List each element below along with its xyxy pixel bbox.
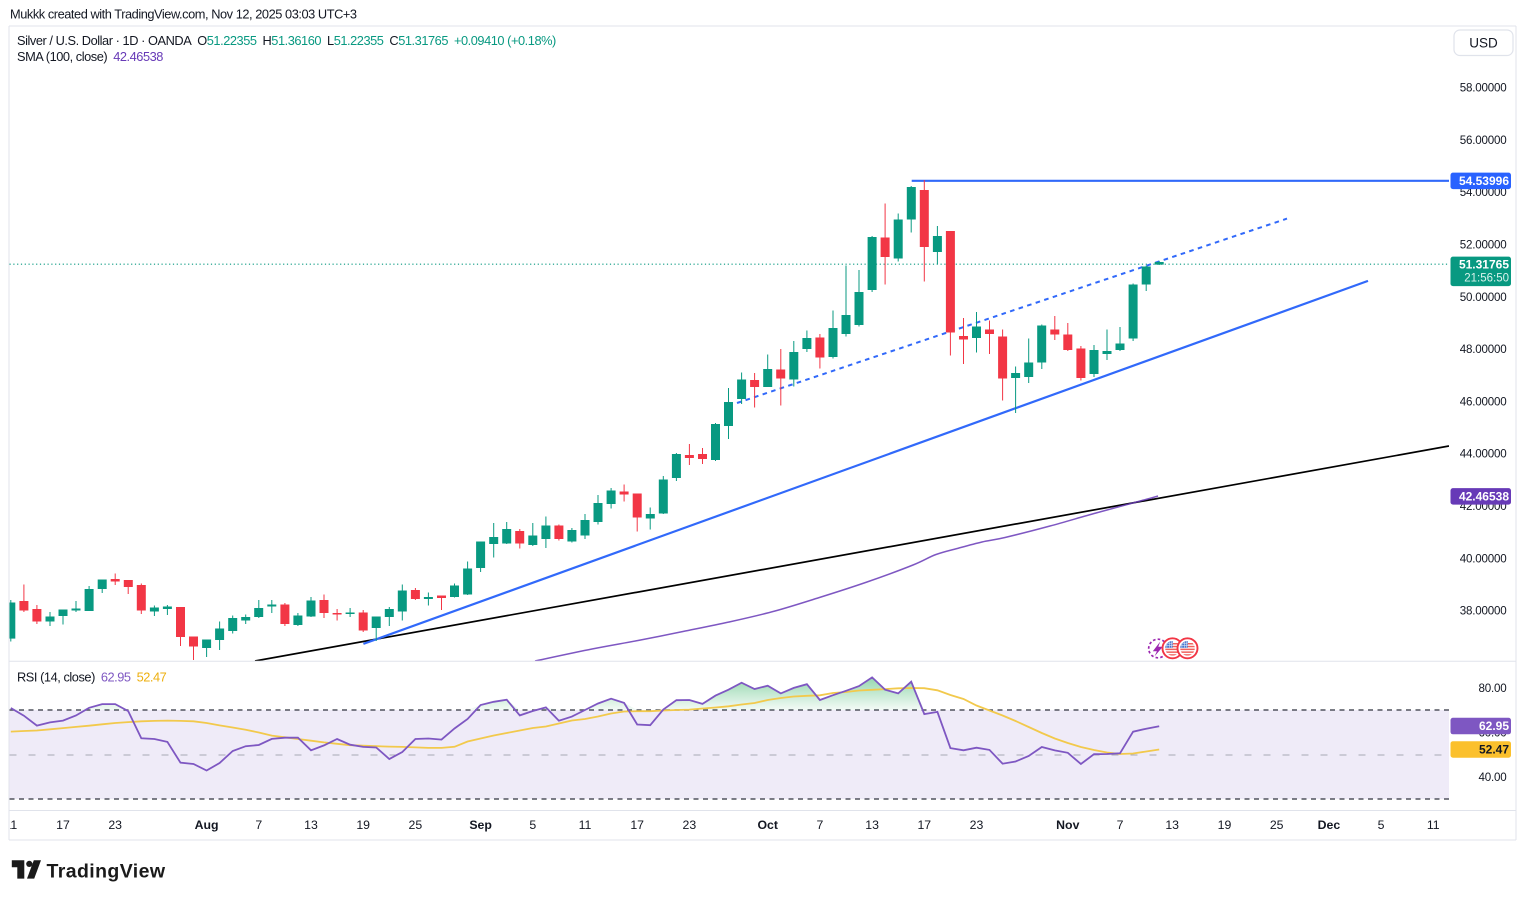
svg-text:42.46538: 42.46538	[1459, 490, 1509, 504]
svg-text:25: 25	[1270, 818, 1284, 832]
svg-text:7: 7	[255, 818, 262, 832]
svg-text:7: 7	[816, 818, 823, 832]
svg-text:USD: USD	[1469, 36, 1498, 51]
svg-text:56.00000: 56.00000	[1460, 134, 1507, 147]
svg-text:Nov: Nov	[1056, 818, 1079, 832]
svg-text:80.00: 80.00	[1478, 682, 1506, 695]
svg-text:TradingView: TradingView	[47, 861, 166, 883]
svg-text:13: 13	[304, 818, 318, 832]
svg-text:Mukkk created with TradingView: Mukkk created with TradingView.com, Nov …	[10, 7, 357, 22]
svg-text:19: 19	[1218, 818, 1232, 832]
svg-text:13: 13	[865, 818, 879, 832]
svg-text:25: 25	[409, 818, 423, 832]
svg-text:46.00000: 46.00000	[1460, 395, 1507, 408]
svg-text:Oct: Oct	[757, 818, 778, 832]
svg-text:17: 17	[630, 818, 644, 832]
svg-text:62.95: 62.95	[1479, 719, 1509, 733]
svg-text:52.00000: 52.00000	[1460, 239, 1507, 252]
svg-text:44.00000: 44.00000	[1460, 448, 1507, 461]
svg-text:17: 17	[56, 818, 70, 832]
svg-text:11: 11	[1427, 818, 1440, 832]
svg-text:Sep: Sep	[469, 818, 492, 832]
svg-text:40.00: 40.00	[1478, 771, 1506, 784]
svg-text:23: 23	[108, 818, 122, 832]
svg-text:52.47: 52.47	[1479, 743, 1509, 757]
svg-text:50.00000: 50.00000	[1460, 291, 1507, 304]
svg-text:7: 7	[1117, 818, 1124, 832]
svg-text:58.00000: 58.00000	[1460, 82, 1507, 95]
svg-text:Dec: Dec	[1318, 818, 1341, 832]
svg-text:54.53996: 54.53996	[1459, 174, 1509, 188]
svg-text:38.00000: 38.00000	[1460, 605, 1507, 618]
svg-text:48.00000: 48.00000	[1460, 343, 1507, 356]
svg-text:21:56:50: 21:56:50	[1464, 273, 1509, 285]
svg-text:SMA (100, close) 42.46538: SMA (100, close) 42.46538	[17, 49, 163, 64]
svg-text:19: 19	[356, 818, 370, 832]
svg-text:23: 23	[683, 818, 697, 832]
svg-text:Aug: Aug	[195, 818, 219, 832]
svg-text:23: 23	[970, 818, 984, 832]
svg-text:Silver / U.S. Dollar · 1D · OA: Silver / U.S. Dollar · 1D · OANDA O51.22…	[17, 33, 556, 48]
svg-text:40.00000: 40.00000	[1460, 552, 1507, 565]
svg-text:11: 11	[579, 818, 592, 832]
svg-text:51.31765: 51.31765	[1459, 258, 1509, 272]
svg-text:13: 13	[1165, 818, 1179, 832]
svg-text:54.00000: 54.00000	[1460, 186, 1507, 199]
svg-text:11: 11	[4, 818, 17, 832]
svg-text:5: 5	[1378, 818, 1385, 832]
svg-text:17: 17	[917, 818, 931, 832]
svg-text:5: 5	[529, 818, 536, 832]
svg-text:RSI (14, close) 62.95 52.47: RSI (14, close) 62.95 52.47	[17, 670, 167, 685]
